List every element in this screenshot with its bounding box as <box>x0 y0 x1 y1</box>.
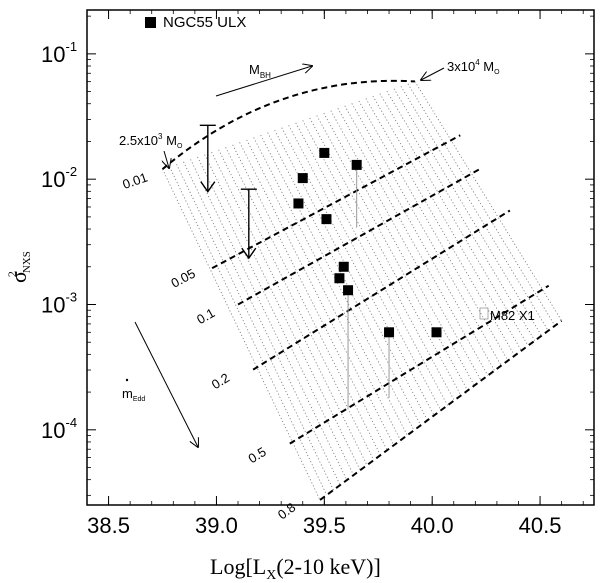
data-point <box>293 198 304 209</box>
x-tick-label: 39.5 <box>303 513 346 538</box>
y-tick-label: 10-3 <box>41 289 77 317</box>
hatch-line <box>400 86 549 331</box>
data-point <box>343 285 354 296</box>
point-layer <box>293 147 442 408</box>
mass-high-label: 3x104 MO <box>447 58 500 76</box>
x-axis-title: Log[LX(2-10 keV)] <box>210 554 381 583</box>
curve-label-0.01: 0.01 <box>121 169 150 191</box>
data-point <box>319 147 330 158</box>
hatch-line <box>295 122 448 406</box>
mdot-label: mEdd <box>122 386 145 403</box>
hatch-line <box>288 125 442 411</box>
data-point <box>351 159 362 170</box>
data-point <box>338 261 349 272</box>
data-point <box>384 327 395 338</box>
y-tick-label: 10-4 <box>41 415 77 443</box>
mass-high-arrow <box>421 67 445 80</box>
hatch-line <box>260 134 415 431</box>
hatch-line <box>344 105 495 371</box>
data-point <box>297 173 308 184</box>
legend-marker <box>145 17 156 28</box>
range-arrow-head <box>200 181 216 193</box>
hatch-line <box>169 166 328 496</box>
hatch-line <box>246 139 401 441</box>
curve-layer: 0.01 0.05 0.1 0.2 0.5 0.8 <box>121 79 563 523</box>
mdot-arrow <box>134 321 198 447</box>
range-arrow-head <box>241 247 257 260</box>
y-tick-label: 10-1 <box>41 39 77 67</box>
hatch-line <box>358 100 509 361</box>
hatch-line <box>351 103 502 366</box>
curve-0.5 <box>289 284 550 445</box>
hatch-line <box>330 110 482 381</box>
x-tick-label: 40.5 <box>519 513 562 538</box>
hatch-line <box>162 168 321 501</box>
hatch-line <box>316 115 469 391</box>
x-tick-label: 40.0 <box>411 513 454 538</box>
curve-label-0.2: 0.2 <box>209 370 232 392</box>
m82-marker <box>479 307 489 320</box>
mbh-arrow <box>215 66 312 97</box>
mass-low-label: 2.5x103 MO <box>119 132 183 150</box>
hatch-line <box>274 129 428 421</box>
y-tick-label: 10-2 <box>41 164 77 192</box>
data-point <box>334 273 345 284</box>
hatch-line <box>393 88 542 336</box>
arrow-layer <box>199 124 257 260</box>
hatch-line <box>323 112 475 386</box>
curve-0.2 <box>252 209 511 371</box>
x-tick-label: 38.5 <box>87 513 130 538</box>
hatch-line <box>372 95 522 351</box>
plot-frame <box>86 9 595 506</box>
m82-label: M82 X1 <box>490 308 535 323</box>
tick-layer: 38.5 39.0 39.5 40.0 40.5 10-1 10-2 10-3 10-4 <box>41 10 594 538</box>
curve-0.8 <box>319 319 563 501</box>
data-point <box>321 214 332 225</box>
y-axis-title: σ2NXS <box>5 251 33 283</box>
hatch-line <box>197 156 354 476</box>
legend-label: NGC55 ULX <box>163 14 246 31</box>
hatch-line <box>414 81 562 321</box>
curve-label-0.8: 0.8 <box>275 500 298 523</box>
mdot-dot <box>125 378 129 382</box>
hatch-line <box>267 132 422 426</box>
hatch-line <box>183 161 341 486</box>
hatch-layer <box>162 81 562 501</box>
hatch-line <box>379 93 529 346</box>
hatch-line <box>239 142 395 446</box>
data-point <box>431 327 442 338</box>
curve-label-0.5: 0.5 <box>246 444 269 466</box>
hatch-line <box>211 151 368 466</box>
hatch-line <box>253 137 408 436</box>
curve-0.1 <box>237 168 481 306</box>
curve-label-0.05: 0.05 <box>168 266 197 291</box>
hatch-line <box>218 149 375 461</box>
curve-label-0.1: 0.1 <box>194 305 217 327</box>
x-tick-label: 39.0 <box>195 513 238 538</box>
mbh-label: MBH <box>249 62 271 80</box>
mass-low-arrow <box>164 150 169 168</box>
hatch-line <box>386 90 536 341</box>
hatch-line <box>337 108 489 376</box>
hatch-line <box>232 144 388 451</box>
curve-0.05 <box>211 134 461 270</box>
hatch-line <box>302 120 455 401</box>
hatch-line <box>176 164 334 491</box>
